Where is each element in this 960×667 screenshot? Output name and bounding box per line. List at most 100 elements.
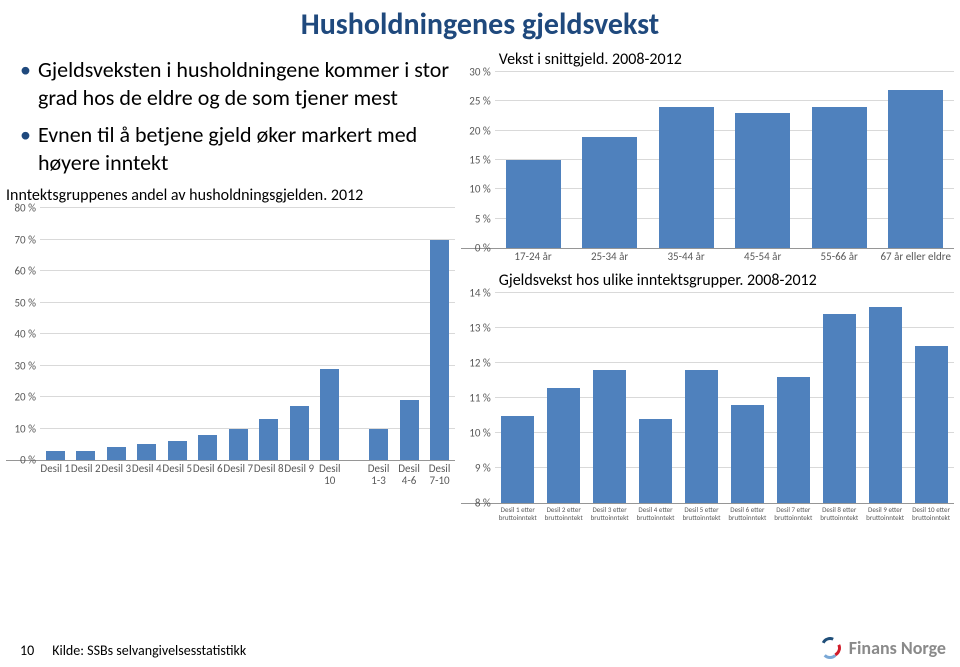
y-tick-label: 12 % xyxy=(461,357,491,370)
y-tick-label: 20 % xyxy=(6,391,36,404)
x-tick-label: 67 år eller eldre xyxy=(877,249,954,263)
y-tick-label: 20 % xyxy=(461,124,491,137)
x-tick-label: Desil 5 xyxy=(162,461,193,487)
footer: 10 Kilde: SSBs selvangivelsesstatistikk xyxy=(20,642,246,659)
logo-icon xyxy=(821,637,843,659)
bar xyxy=(915,346,948,504)
bar xyxy=(369,429,388,461)
bar xyxy=(430,240,449,461)
bar xyxy=(320,369,339,460)
bar xyxy=(501,416,534,504)
y-tick-label: 60 % xyxy=(6,265,36,278)
x-tick-label: Desil 7 xyxy=(223,461,254,487)
content-area: Gjeldsveksten i husholdningene kommer i … xyxy=(0,50,960,667)
slide-title: Husholdningenes gjeldsvekst xyxy=(0,0,960,43)
y-tick-label: 13 % xyxy=(461,322,491,335)
x-tick-label: Desil 10 xyxy=(315,461,346,487)
x-tick-label: Desil 7 etter bruttoinntekt xyxy=(770,504,816,521)
bar xyxy=(777,377,810,503)
x-tick-label: 35-44 år xyxy=(648,249,725,263)
x-axis-labels: Desil 1 etter bruttoinntektDesil 2 etter… xyxy=(495,504,954,521)
bar xyxy=(812,107,867,248)
y-tick-label: 25 % xyxy=(461,95,491,108)
y-tick-label: 30 % xyxy=(6,359,36,372)
x-tick-label: Desil 9 xyxy=(284,461,315,487)
source-label: Kilde: SSBs selvangivelsesstatistikk xyxy=(52,642,246,659)
bar xyxy=(582,137,637,248)
y-tick-label: 10 % xyxy=(6,422,36,435)
y-tick-label: 0 % xyxy=(6,454,36,467)
x-axis-labels: Desil 1Desil 2Desil 3Desil 4Desil 5Desil… xyxy=(40,461,455,487)
bar xyxy=(46,451,65,460)
x-tick-label: Desil 10 etter bruttoinntekt xyxy=(908,504,954,521)
right-column: Vekst i snittgjeld. 2008-2012 0 % 5 % 10 %… xyxy=(461,50,960,667)
bar xyxy=(659,107,714,248)
x-tick-label: Desil 1 xyxy=(40,461,71,487)
bar xyxy=(685,370,718,503)
chart-income-share: Inntektsgruppenes andel av husholdningsg… xyxy=(6,186,455,487)
x-tick-label: Desil 8 etter bruttoinntekt xyxy=(816,504,862,521)
x-tick-label: Desil 6 etter bruttoinntekt xyxy=(724,504,770,521)
bullet-list: Gjeldsveksten i husholdningene kommer i … xyxy=(6,50,455,176)
bar xyxy=(229,429,248,461)
bar xyxy=(593,370,626,503)
bar xyxy=(888,90,943,248)
y-tick-label: 40 % xyxy=(6,328,36,341)
logo: Finans Norge xyxy=(821,637,946,659)
bar xyxy=(168,441,187,460)
bar xyxy=(547,388,580,504)
x-tick-label: Desil 1-3 xyxy=(363,461,394,487)
bar xyxy=(76,451,95,460)
x-tick-label: Desil 1 etter bruttoinntekt xyxy=(495,504,541,521)
y-tick-label: 70 % xyxy=(6,233,36,246)
bar xyxy=(869,307,902,503)
chart-title: Gjeldsvekst hos ulike inntektsgrupper. 2… xyxy=(461,271,954,290)
x-tick-label: Desil 4-6 xyxy=(394,461,425,487)
bar xyxy=(198,435,217,460)
y-tick-label: 50 % xyxy=(6,296,36,309)
bar xyxy=(107,447,126,460)
bar xyxy=(506,160,561,248)
bar xyxy=(137,444,156,460)
x-tick-label: Desil 2 xyxy=(71,461,102,487)
y-tick-label: 0 % xyxy=(461,242,491,255)
x-tick-label: Desil 9 etter bruttoinntekt xyxy=(862,504,908,521)
y-tick-label: 8 % xyxy=(461,497,491,510)
y-tick-label: 9 % xyxy=(461,462,491,475)
x-tick-label: Desil 2 etter bruttoinntekt xyxy=(541,504,587,521)
y-tick-label: 30 % xyxy=(461,66,491,79)
x-tick-label: 25-34 år xyxy=(571,249,648,263)
y-tick-label: 15 % xyxy=(461,154,491,167)
x-tick-label: Desil 3 etter bruttoinntekt xyxy=(587,504,633,521)
x-tick-label: Desil 8 xyxy=(254,461,285,487)
bar xyxy=(259,419,278,460)
x-tick-label: Desil 6 xyxy=(193,461,224,487)
x-tick-label: Desil 3 xyxy=(101,461,132,487)
left-column: Gjeldsveksten i husholdningene kommer i … xyxy=(0,50,461,667)
chart-title: Vekst i snittgjeld. 2008-2012 xyxy=(461,50,954,69)
bar xyxy=(731,405,764,503)
x-tick-label: 45-54 år xyxy=(724,249,801,263)
x-tick-label: Desil 5 etter bruttoinntekt xyxy=(678,504,724,521)
y-tick-label: 5 % xyxy=(461,212,491,225)
plot-area: 0 %10 %20 %30 %40 %50 %60 %70 %80 % xyxy=(6,209,455,461)
y-tick-label: 10 % xyxy=(461,183,491,196)
x-tick-label: Desil 4 etter bruttoinntekt xyxy=(633,504,679,521)
plot-area: 8 %9 %10 %11 %12 %13 %14 % xyxy=(461,294,954,504)
x-tick-label: 55-66 år xyxy=(801,249,878,263)
y-tick-label: 14 % xyxy=(461,287,491,300)
chart-title: Inntektsgruppenes andel av husholdningsg… xyxy=(6,186,455,205)
y-tick-label: 11 % xyxy=(461,392,491,405)
bullet-item: Gjeldsveksten i husholdningene kommer i … xyxy=(24,56,455,111)
logo-text: Finans Norge xyxy=(849,637,946,659)
bar xyxy=(290,406,309,460)
x-tick-label: Desil 7-10 xyxy=(424,461,455,487)
chart-growth-income: Gjeldsvekst hos ulike inntektsgrupper. 2… xyxy=(461,271,954,521)
bullet-item: Evnen til å betjene gjeld øker markert m… xyxy=(24,121,455,176)
x-axis-labels: 17-24 år25-34 år35-44 år45-54 år55-66 år… xyxy=(495,249,954,263)
x-tick-label: 17-24 år xyxy=(495,249,572,263)
page-number: 10 xyxy=(20,642,34,659)
bar xyxy=(639,419,672,503)
bar xyxy=(400,400,419,460)
plot-area: 0 %5 %10 %15 %20 %25 %30 % xyxy=(461,73,954,249)
